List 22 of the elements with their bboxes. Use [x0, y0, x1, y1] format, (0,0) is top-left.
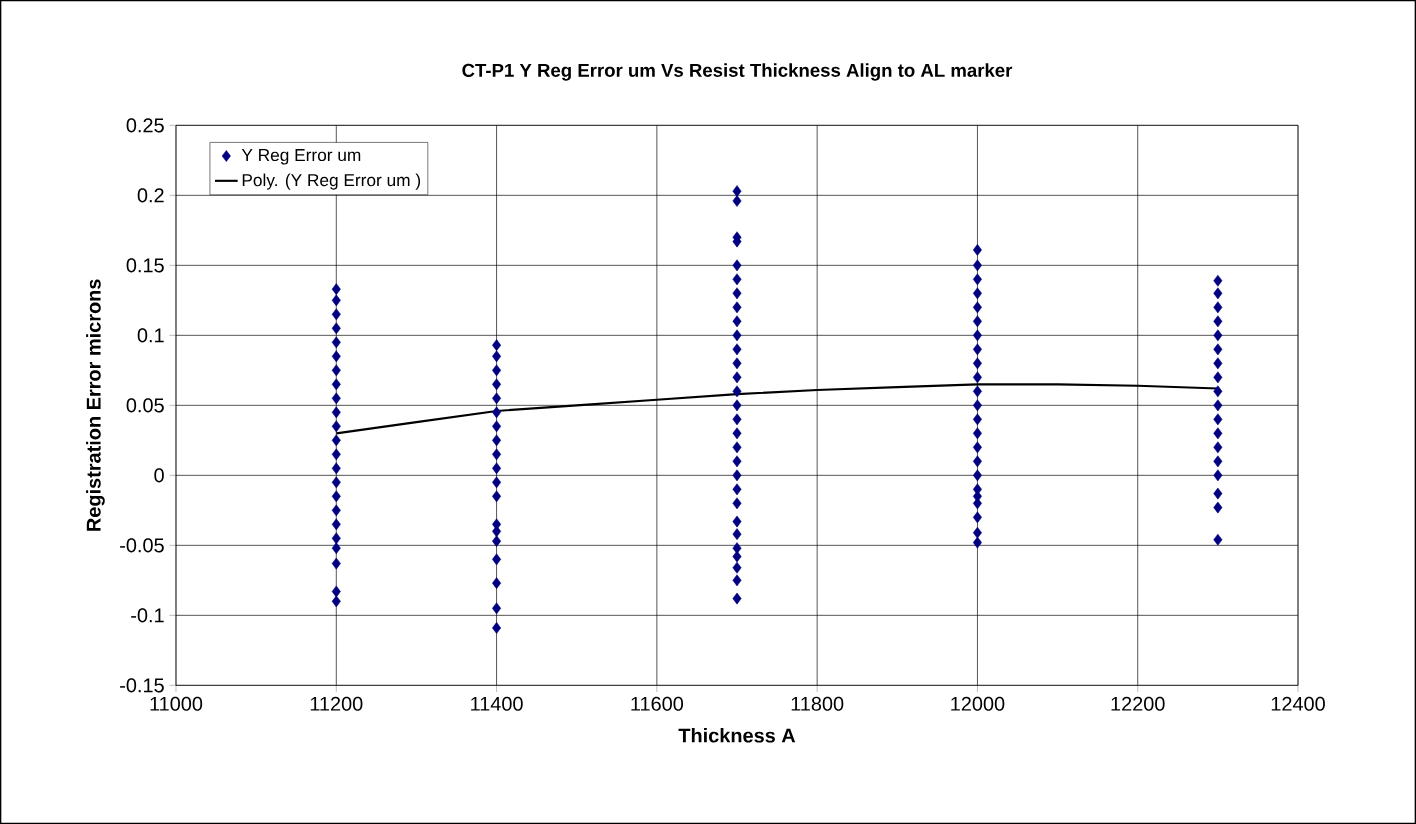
y-tick-label: 0 — [154, 468, 164, 483]
y-tick-label: 0.15 — [126, 258, 164, 273]
y-tick-label: 0.05 — [126, 398, 164, 413]
chart-title: CT-P1 Y Reg Error um Vs Resist Thickness Align to AL marker — [462, 63, 1013, 81]
x-tick-label: 11000 — [150, 696, 203, 711]
y-tick-label: -0.15 — [120, 678, 164, 693]
x-axis-title: Thickness A — [678, 727, 796, 743]
x-tick-label: 12000 — [951, 696, 1005, 711]
y-tick-label: 0.1 — [137, 328, 164, 343]
y-tick-label: -0.05 — [120, 538, 164, 553]
x-tick-label: 11400 — [471, 696, 523, 711]
x-tick-label: 11600 — [631, 696, 684, 711]
x-tick-label: 12200 — [1111, 696, 1165, 711]
x-tick-label: 11800 — [791, 696, 844, 711]
legend-label: Y Reg Error um — [241, 149, 361, 165]
x-tick-label: 12400 — [1271, 696, 1325, 711]
y-tick-label: 0.2 — [137, 188, 164, 203]
y-axis-title: Registration Error microns — [86, 279, 105, 531]
x-tick-label: 11200 — [310, 696, 363, 711]
y-tick-label: -0.1 — [131, 608, 164, 623]
legend-label: Poly. (Y Reg Error um ) — [242, 173, 421, 190]
y-tick-label: 0.25 — [126, 118, 164, 133]
